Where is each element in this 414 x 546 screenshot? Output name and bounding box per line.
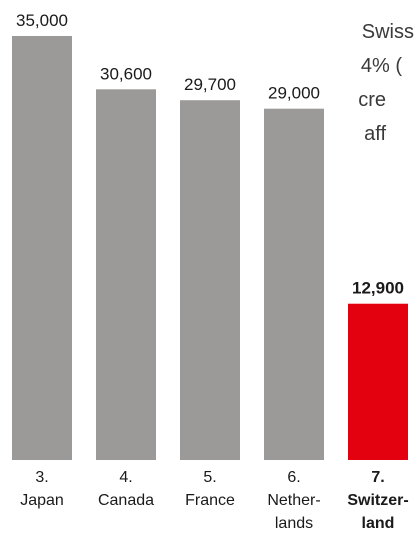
side-description: Swiss 4% ( cre aff	[274, 20, 414, 180]
category-label: Canada	[98, 492, 154, 509]
side-text-line: Swiss	[361, 21, 414, 43]
value-label: 29,700	[184, 75, 236, 94]
category-label: Nether-	[267, 492, 320, 509]
side-text-line: aff	[364, 123, 386, 145]
bar	[264, 108, 324, 460]
category-label: Switzer-	[347, 492, 408, 509]
side-text-line: 4% (	[360, 55, 402, 77]
category-label: France	[185, 492, 235, 509]
value-label: 35,000	[16, 11, 68, 30]
bar	[12, 36, 72, 460]
category-label: 6.	[287, 469, 300, 486]
category-label: 4.	[119, 469, 132, 486]
bar	[180, 100, 240, 460]
category-label: 5.	[203, 469, 216, 486]
value-label: 12,900	[352, 279, 404, 298]
bar	[96, 89, 156, 460]
category-label: 3.	[35, 469, 48, 486]
category-label: 7.	[371, 469, 384, 486]
value-label: 30,600	[100, 64, 152, 83]
category-label: lands	[275, 515, 313, 532]
category-label: Japan	[20, 492, 64, 509]
bar	[348, 303, 408, 460]
category-label: land	[362, 515, 395, 532]
value-label: 29,000	[268, 84, 320, 103]
side-text-line: cre	[358, 89, 386, 111]
